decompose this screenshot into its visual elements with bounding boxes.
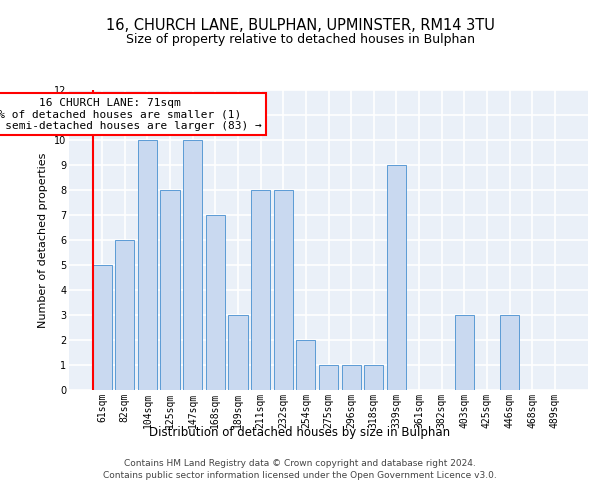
Bar: [183, 140, 202, 390]
Bar: [319, 365, 338, 390]
Bar: [229, 315, 248, 390]
Text: Distribution of detached houses by size in Bulphan: Distribution of detached houses by size …: [149, 426, 451, 439]
Text: Contains HM Land Registry data © Crown copyright and database right 2024.: Contains HM Land Registry data © Crown c…: [124, 460, 476, 468]
Bar: [296, 340, 316, 390]
Bar: [115, 240, 134, 390]
Bar: [364, 365, 383, 390]
Bar: [387, 165, 406, 390]
Bar: [160, 190, 180, 390]
Bar: [455, 315, 474, 390]
Bar: [274, 190, 293, 390]
Bar: [92, 265, 112, 390]
Bar: [251, 190, 270, 390]
Bar: [138, 140, 157, 390]
Y-axis label: Number of detached properties: Number of detached properties: [38, 152, 48, 328]
Text: Size of property relative to detached houses in Bulphan: Size of property relative to detached ho…: [125, 32, 475, 46]
Text: 16, CHURCH LANE, BULPHAN, UPMINSTER, RM14 3TU: 16, CHURCH LANE, BULPHAN, UPMINSTER, RM1…: [106, 18, 494, 32]
Bar: [206, 215, 225, 390]
Text: Contains public sector information licensed under the Open Government Licence v3: Contains public sector information licen…: [103, 472, 497, 480]
Bar: [341, 365, 361, 390]
Bar: [500, 315, 519, 390]
Text: 16 CHURCH LANE: 71sqm
← 1% of detached houses are smaller (1)
99% of semi-detach: 16 CHURCH LANE: 71sqm ← 1% of detached h…: [0, 98, 262, 130]
